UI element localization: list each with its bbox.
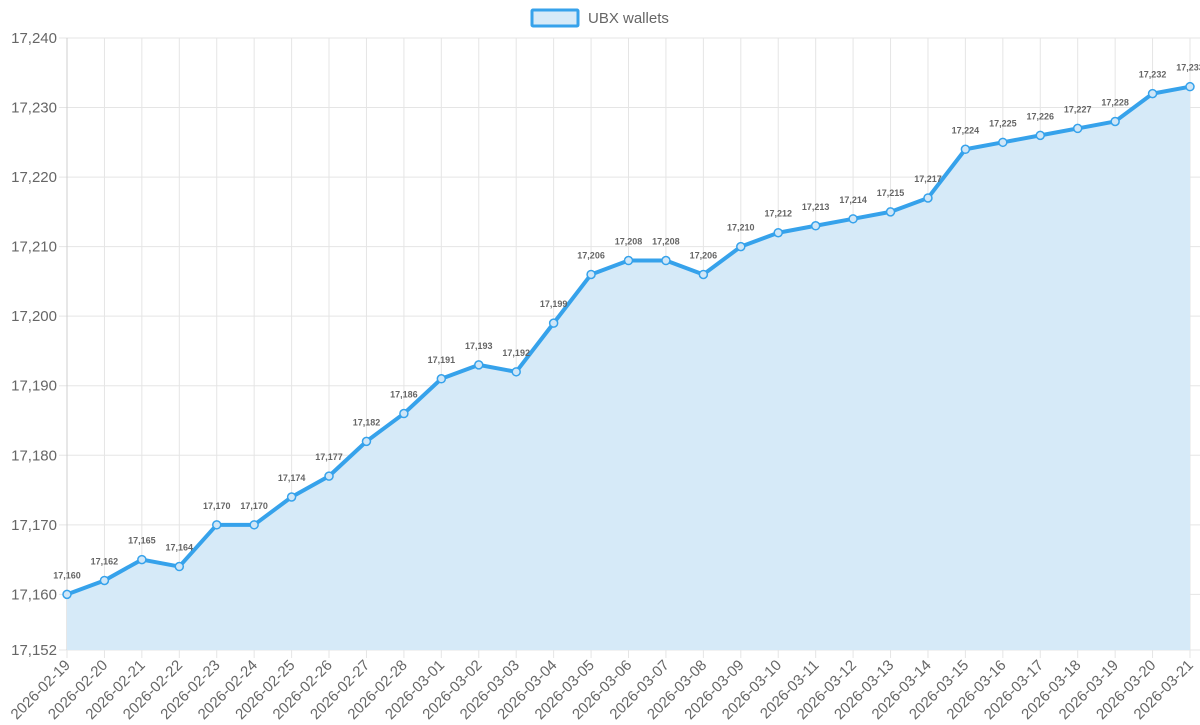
y-tick-label: 17,152 xyxy=(11,642,57,659)
data-point[interactable] xyxy=(923,193,933,203)
data-point[interactable] xyxy=(511,367,521,377)
data-point[interactable] xyxy=(848,214,858,224)
data-point[interactable] xyxy=(211,520,222,530)
data-point[interactable] xyxy=(174,561,185,572)
data-point[interactable] xyxy=(1072,123,1083,134)
data-point[interactable] xyxy=(361,436,372,447)
data-point[interactable] xyxy=(474,360,484,370)
data-label: 17,206 xyxy=(577,250,605,260)
data-label: 17,215 xyxy=(877,188,905,198)
data-label: 17,199 xyxy=(540,299,568,309)
data-point[interactable] xyxy=(436,374,447,384)
y-tick-label: 17,240 xyxy=(11,30,57,47)
point-layer xyxy=(62,81,1195,600)
y-tick-label: 17,220 xyxy=(11,169,57,186)
y-tick-label: 17,180 xyxy=(11,447,57,464)
data-point[interactable] xyxy=(998,137,1008,148)
data-label: 17,182 xyxy=(353,417,381,427)
data-label-layer: 17,160 17,162 17,165 17,164 17,170 17,170 17,1… xyxy=(53,63,1200,581)
data-label: 17,165 xyxy=(128,536,156,546)
data-label: 17,232 xyxy=(1139,70,1167,80)
data-label: 17,164 xyxy=(166,543,194,553)
data-point[interactable] xyxy=(249,520,259,530)
data-label: 17,226 xyxy=(1027,111,1055,121)
data-label: 17,191 xyxy=(428,355,456,365)
data-label: 17,212 xyxy=(764,209,792,219)
data-label: 17,225 xyxy=(989,118,1017,128)
legend[interactable]: UBX wallets xyxy=(530,8,669,28)
data-point[interactable] xyxy=(62,589,72,600)
x-axis: 2026-02-192026-02-202026-02-212026-02-22… xyxy=(8,657,1197,723)
data-label: 17,227 xyxy=(1064,104,1092,114)
area-layer xyxy=(67,86,1190,650)
data-point[interactable] xyxy=(773,227,783,238)
y-tick-label: 17,160 xyxy=(11,586,57,603)
data-point[interactable] xyxy=(736,241,746,252)
y-tick-label: 17,170 xyxy=(11,517,57,534)
data-point[interactable] xyxy=(698,269,709,280)
data-point[interactable] xyxy=(1035,130,1046,141)
data-point[interactable] xyxy=(810,221,821,231)
data-point[interactable] xyxy=(661,255,671,266)
data-label: 17,186 xyxy=(390,390,418,400)
data-label: 17,170 xyxy=(240,501,268,511)
data-point[interactable] xyxy=(1185,81,1195,92)
data-point[interactable] xyxy=(99,575,110,586)
data-label: 17,210 xyxy=(727,223,755,233)
data-label: 17,174 xyxy=(278,473,306,483)
data-label: 17,206 xyxy=(690,250,718,260)
data-label: 17,193 xyxy=(465,341,493,351)
data-point[interactable] xyxy=(137,554,147,565)
data-point[interactable] xyxy=(324,471,334,481)
data-label: 17,228 xyxy=(1101,97,1129,107)
series-area xyxy=(67,86,1190,650)
data-point[interactable] xyxy=(885,207,896,217)
y-tick-label: 17,230 xyxy=(11,100,57,117)
data-point[interactable] xyxy=(399,408,409,419)
data-point[interactable] xyxy=(1147,88,1158,99)
data-point[interactable] xyxy=(960,144,971,155)
y-tick-label: 17,200 xyxy=(11,308,57,325)
data-point[interactable] xyxy=(1110,116,1120,127)
data-label: 17,170 xyxy=(203,501,231,511)
data-label: 17,213 xyxy=(802,202,830,212)
data-label: 17,162 xyxy=(91,556,119,566)
data-label: 17,177 xyxy=(315,452,343,462)
data-point[interactable] xyxy=(548,318,559,328)
data-label: 17,208 xyxy=(652,237,680,247)
data-label: 17,214 xyxy=(839,195,867,205)
legend-label: UBX wallets xyxy=(588,10,669,27)
data-label: 17,192 xyxy=(502,348,530,358)
data-point[interactable] xyxy=(623,255,634,266)
y-tick-label: 17,190 xyxy=(11,378,57,395)
data-label: 17,217 xyxy=(914,174,942,184)
legend-swatch xyxy=(530,8,580,28)
data-point[interactable] xyxy=(586,269,596,280)
data-label: 17,208 xyxy=(615,237,643,247)
data-label: 17,224 xyxy=(952,125,980,135)
data-label: 17,160 xyxy=(53,570,81,580)
data-label: 17,233 xyxy=(1176,63,1200,73)
y-axis: 17,152 17,160 17,170 17,180 17,190 17,200 17,2… xyxy=(11,30,57,659)
data-point[interactable] xyxy=(286,492,297,502)
y-tick-label: 17,210 xyxy=(11,239,57,256)
